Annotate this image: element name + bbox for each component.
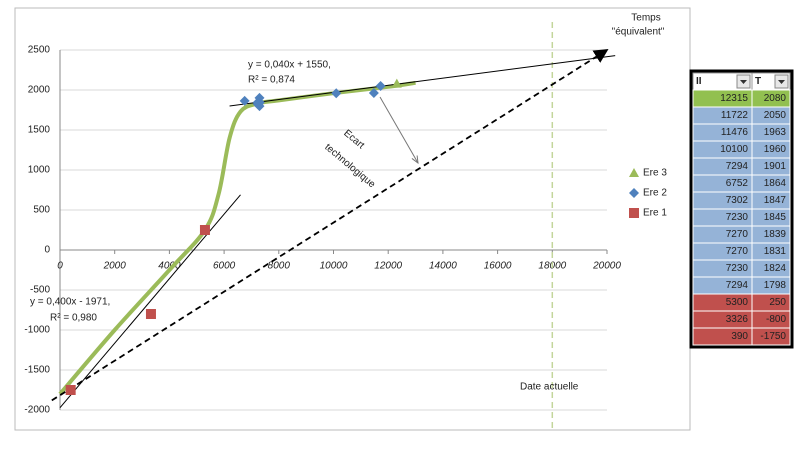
y-tick-label: -2000	[24, 405, 50, 416]
cell-text: 1847	[764, 195, 787, 206]
point	[375, 81, 386, 91]
cell-text: 1864	[764, 178, 787, 189]
y-tick-label: 1500	[28, 125, 51, 136]
table-cell	[751, 327, 791, 346]
cell-text: 1960	[764, 144, 787, 155]
y-tick-label: 2000	[28, 85, 51, 96]
point	[65, 385, 76, 395]
cell-text: -1750	[760, 331, 786, 342]
cell-text: 10100	[720, 144, 748, 155]
point	[368, 87, 379, 98]
trend-line	[229, 55, 616, 107]
annotation: y = 0,040x + 1550,	[248, 60, 331, 71]
x-tick-label: 6000	[213, 261, 236, 272]
cell-text: 7230	[726, 263, 749, 274]
table-frame	[689, 69, 794, 349]
x-tick-label: 12000	[374, 261, 402, 272]
annotation: Date actuelle	[520, 382, 579, 393]
point	[145, 309, 156, 319]
x-tick-label: 4000	[158, 261, 181, 272]
cell-text: 1963	[764, 127, 787, 138]
cell-text: 7270	[726, 229, 749, 240]
cell-text: 5300	[726, 297, 749, 308]
x-tick-label: 8000	[268, 261, 291, 272]
header-label: II	[696, 76, 702, 87]
filter-arrow	[740, 80, 747, 84]
y-tick-label: 0	[44, 245, 50, 256]
cell-text: -800	[766, 314, 786, 325]
cell-text: 11722	[721, 110, 749, 121]
cell-text: 1824	[764, 263, 787, 274]
point	[239, 95, 250, 106]
cell-text: 1845	[764, 212, 787, 223]
cell-text: 7230	[726, 212, 749, 223]
y-tick-label: -500	[30, 285, 50, 296]
gap-arrow	[379, 96, 418, 163]
x-tick-label: 14000	[429, 261, 457, 272]
annotation: y = 0,400x - 1971,	[30, 297, 110, 308]
annotation: "équivalent"	[612, 27, 665, 38]
point	[629, 168, 639, 177]
cell-text: 12315	[720, 93, 748, 104]
header-label: T	[755, 76, 761, 87]
cell-text: 390	[731, 331, 748, 342]
annotation: Temps	[631, 13, 660, 24]
cell-text: 7270	[726, 246, 749, 257]
cell-text: 7294	[726, 161, 749, 172]
y-tick-label: -1500	[24, 365, 50, 376]
x-tick-label: 10000	[320, 261, 348, 272]
y-tick-label: -1000	[24, 325, 50, 336]
point	[629, 188, 639, 198]
cell-text: 2050	[764, 110, 787, 121]
cell-text: 7294	[726, 280, 749, 291]
cell-text: 7302	[726, 195, 749, 206]
cell-text: 6752	[726, 178, 749, 189]
point	[391, 78, 402, 88]
cell-text: 1831	[764, 246, 787, 257]
legend-label: Ere 3	[643, 168, 667, 179]
cell-text: 250	[769, 297, 786, 308]
x-tick-label: 16000	[484, 261, 512, 272]
y-tick-label: 2500	[28, 45, 51, 56]
trend-line	[59, 194, 241, 409]
annotation: R² = 0,980	[50, 313, 97, 324]
annotation: R² = 0,874	[248, 75, 295, 86]
legend-label: Ere 2	[643, 188, 667, 199]
x-tick-label: 2000	[103, 261, 127, 272]
cell-text: 1798	[764, 280, 787, 291]
x-tick-label: 0	[57, 261, 63, 272]
cell-text: 1901	[764, 161, 787, 172]
point	[331, 88, 342, 99]
point	[199, 225, 210, 235]
point	[629, 208, 639, 218]
x-tick-label: 20000	[592, 261, 621, 272]
point	[254, 101, 265, 112]
filter-arrow	[778, 80, 785, 84]
cell-text: 2080	[764, 93, 787, 104]
cell-text: 11476	[721, 127, 749, 138]
y-tick-label: 500	[33, 205, 50, 216]
chart-frame	[14, 7, 691, 431]
cell-text: 3326	[726, 314, 749, 325]
cell-text: 1839	[764, 229, 787, 240]
legend-label: Ere 1	[643, 208, 667, 219]
y-tick-label: 1000	[28, 165, 51, 176]
